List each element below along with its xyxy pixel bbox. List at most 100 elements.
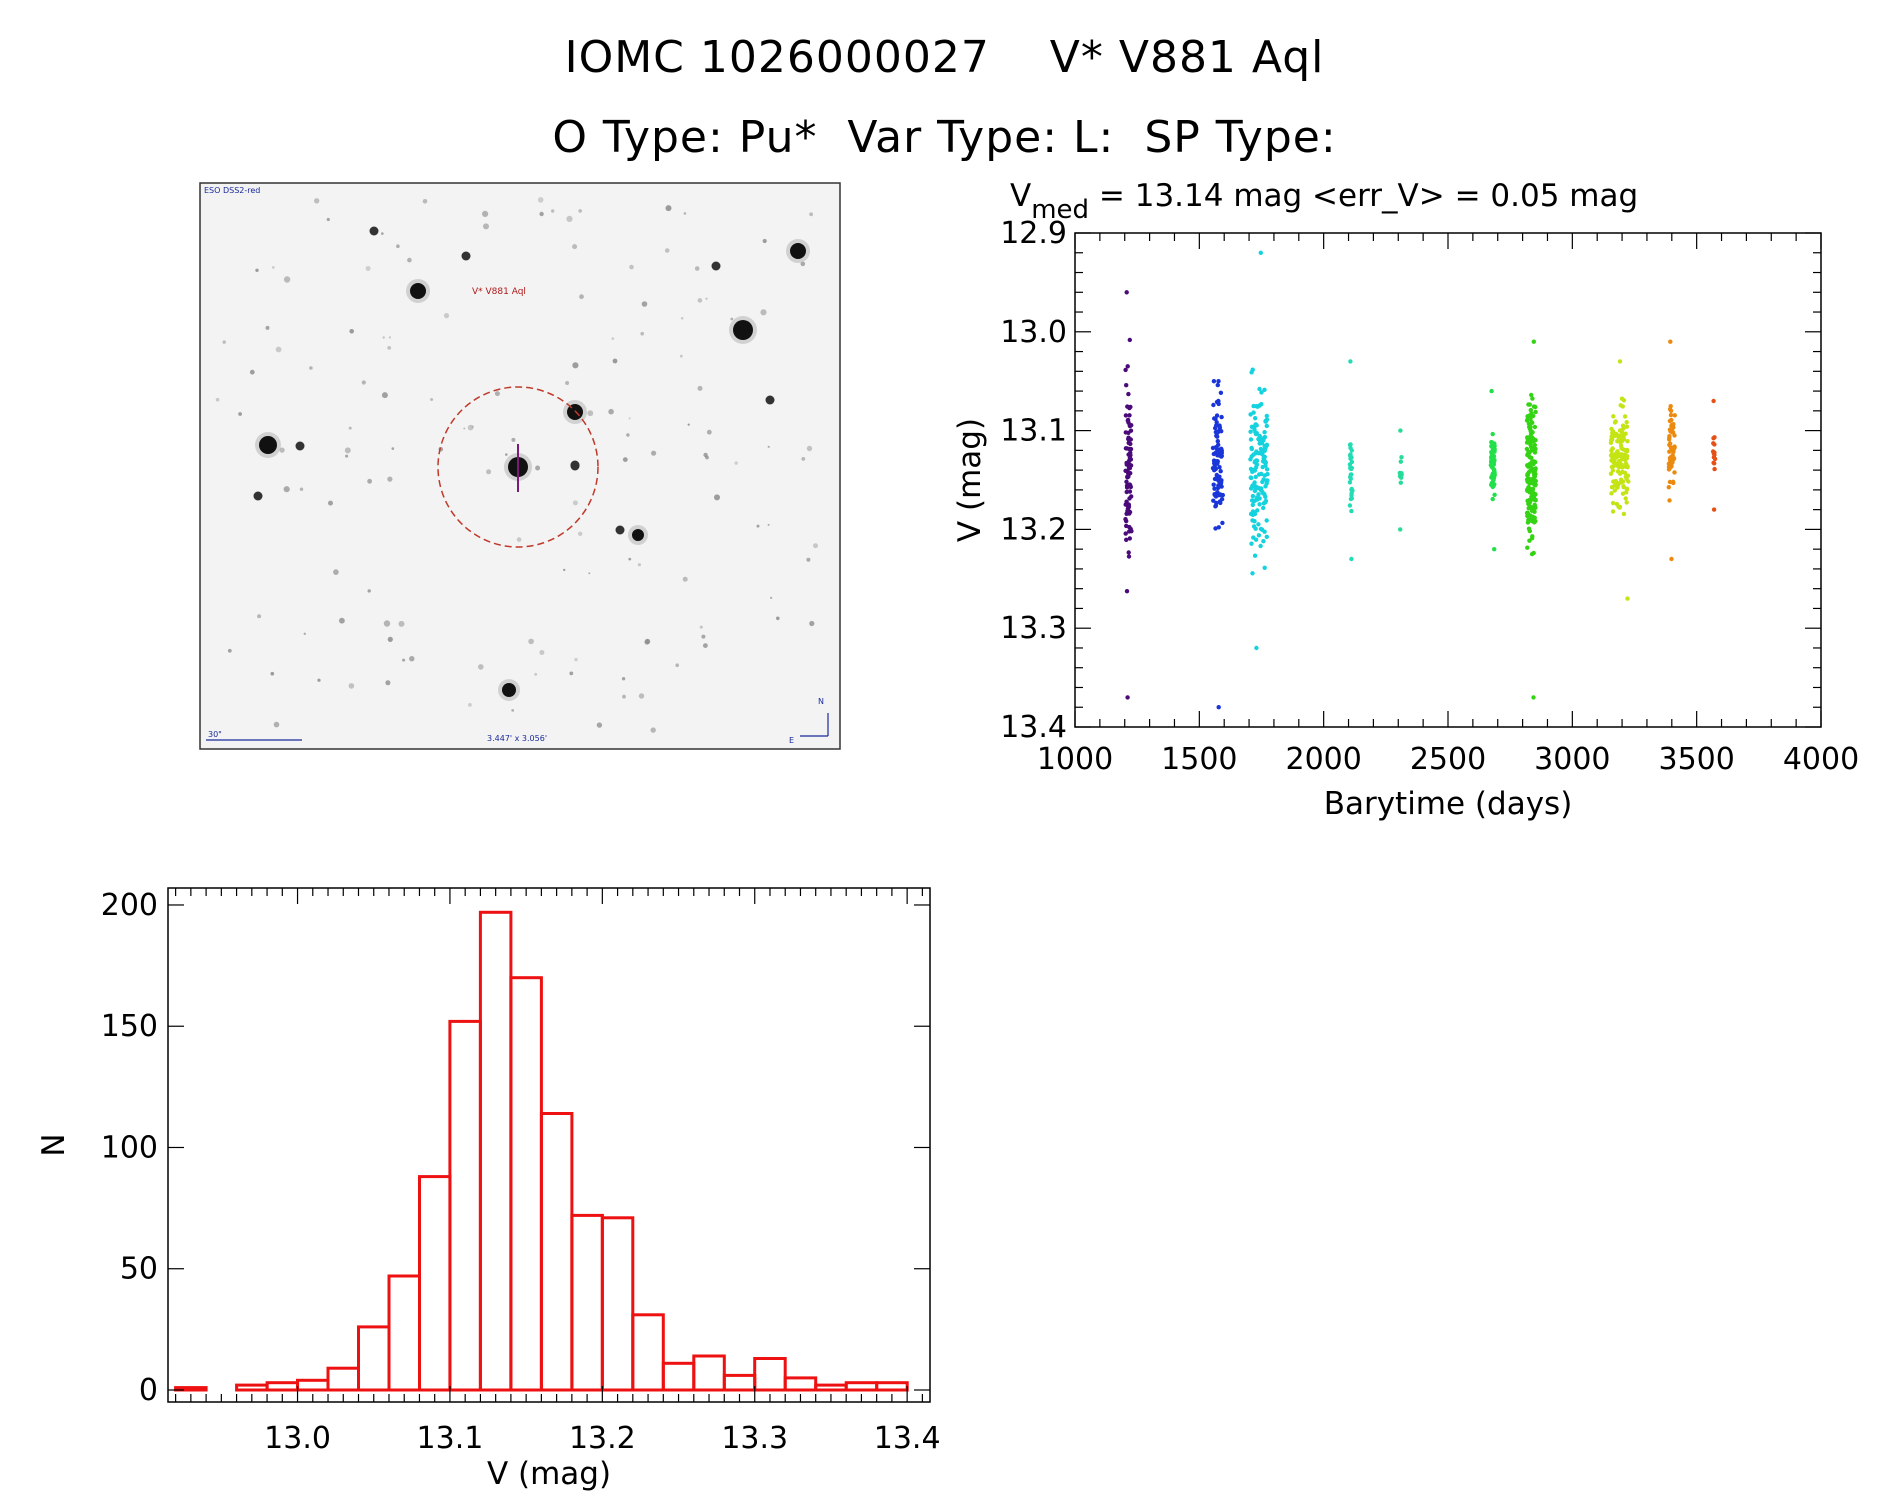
light-curve-point-season-8 [1625,447,1630,453]
light-curve-point-season-8 [1610,468,1616,473]
light-curve-point-season-7 [1531,413,1536,419]
light-curve-point-season-1 [1125,506,1131,511]
light-curve-point-season-3 [1257,386,1262,392]
finder-star [776,616,780,621]
light-curve-point-season-2 [1218,390,1224,395]
finder-star [572,362,579,369]
x-tick-label: 1500 [1161,742,1237,777]
finder-star [809,212,813,217]
plot-title-line1: IOMC 1026000027 V* V881 Aql [564,32,1325,83]
light-curve-point-season-3 [1261,539,1266,544]
light-curve-title: Vmed = 13.14 mag <err_V> = 0.05 mag [1010,178,1638,225]
finder-star [361,380,366,385]
light-curve-point-season-8 [1609,491,1614,496]
histogram-bar [174,1386,208,1392]
finder-star [637,563,642,567]
light-curve-point-season-7 [1525,472,1531,477]
light-curve-point-season-10 [1710,449,1716,454]
fov-label: 3.447' x 3.056' [487,734,547,743]
light-curve-point-season-8 [1616,434,1621,440]
finder-star [701,634,706,639]
finder-star [765,395,775,405]
finder-star [348,426,352,430]
finder-star [468,703,472,707]
light-curve-point-season-8 [1609,464,1615,470]
light-curve-point-season-8 [1626,479,1631,484]
histogram-bar [478,910,513,1392]
light-curve-point-season-8 [1620,491,1626,496]
finder-star [569,671,574,676]
light-curve-point-season-3 [1264,417,1270,422]
finder-star [629,264,634,270]
finder-star [626,433,630,437]
finder-star [535,465,541,471]
light-curve-point-season-10 [1712,461,1717,466]
finder-star-bright [632,529,644,541]
finder-star [279,447,285,453]
histogram-bar [600,1216,635,1392]
histogram-bar [387,1274,421,1392]
light-curve-point-season-7 [1533,409,1538,415]
light-curve-point-season-1 [1126,436,1131,442]
histogram-chart: 13.0 13.1 13.2 13.3 13.4 0 50 100 150 200 V (mag)… [36,887,941,1492]
light-curve-point-season-2 [1211,498,1216,503]
light-curve-point-season-1 [1128,404,1133,410]
finder-star [430,398,434,401]
finder-star [534,672,538,676]
finder-star [621,677,626,681]
light-curve-point-season-2 [1215,439,1221,444]
light-curve-point-season-4 [1348,496,1354,502]
light-curve-point-season-7 [1531,695,1536,700]
finder-star [608,408,614,415]
light-curve-point-season-8 [1615,469,1621,474]
light-curve-point-season-2 [1212,486,1217,491]
light-curve-point-season-7 [1533,447,1538,452]
survey-label: ESO DSS2-red [204,186,260,195]
light-curve-point-season-2 [1211,482,1216,487]
light-curve-point-season-7 [1533,492,1538,497]
light-curve-point-season-3 [1254,645,1259,651]
finder-star [588,572,591,575]
x-tick-label: 13.0 [264,1421,331,1456]
finder-star [463,427,466,430]
light-curve-point-season-1 [1125,695,1130,700]
finder-star [734,461,738,465]
light-curve-point-season-4 [1348,476,1354,481]
light-curve-point-season-3 [1256,436,1261,442]
light-curve-point-season-7 [1525,545,1530,550]
light-curve-point-season-4 [1349,508,1354,514]
light-curve-point-season-1 [1124,537,1129,542]
finder-star [461,251,471,261]
histogram-bar [631,1313,665,1392]
light-curve-point-season-1 [1127,446,1132,452]
finder-star [333,569,339,575]
x-tick-label: 3500 [1658,742,1734,777]
light-curve-point-season-8 [1624,500,1629,505]
light-curve-point-season-4 [1348,359,1353,364]
finder-star [383,620,391,627]
y-tick-label: 13.4 [1000,710,1067,745]
y-tick-label: 100 [101,1130,158,1165]
finder-star [283,486,290,493]
finder-star [699,625,703,629]
finder-star [806,557,811,562]
finder-star [505,453,508,456]
light-curve-point-season-3 [1256,533,1262,538]
light-curve-point-season-8 [1611,414,1616,419]
light-curve-point-season-7 [1530,396,1535,401]
light-curve-point-season-2 [1218,469,1223,474]
y-tick-label: 13.1 [1000,414,1067,449]
x-tick-label: 13.2 [569,1421,636,1456]
finder-star [587,410,594,417]
light-curve-point-season-8 [1624,487,1630,492]
finder-star-bright [259,436,277,454]
light-curve-point-season-2 [1214,413,1220,418]
light-curve-point-season-9 [1671,446,1677,452]
finder-star [367,478,372,484]
light-curve-point-season-1 [1126,391,1131,397]
finder-star-bright [733,320,753,340]
light-curve-point-season-2 [1218,450,1223,455]
finder-star [537,197,544,203]
light-curve-point-season-3 [1261,456,1266,461]
